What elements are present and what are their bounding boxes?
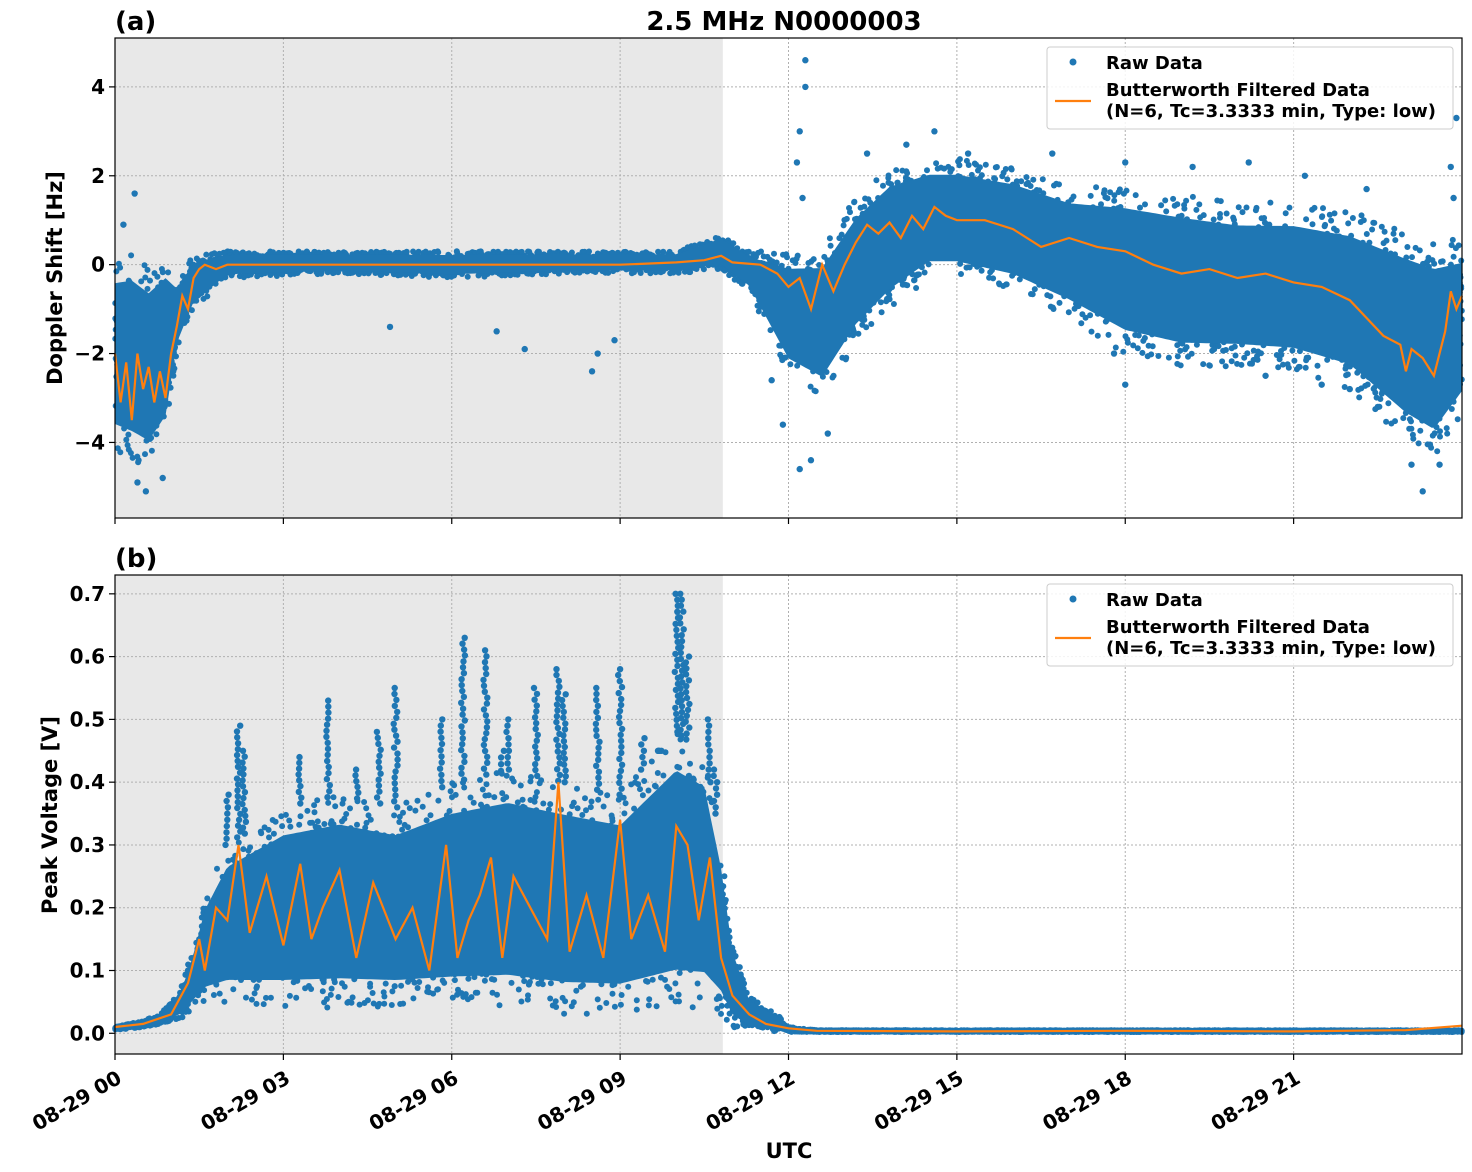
raw-data-point — [812, 388, 819, 395]
raw-data-point — [586, 248, 592, 255]
raw-data-point — [924, 167, 930, 174]
raw-data-point — [700, 266, 707, 273]
raw-data-point — [135, 457, 142, 464]
raw-data-point — [921, 269, 928, 276]
raw-data-point — [915, 271, 922, 278]
raw-data-point — [847, 209, 853, 216]
raw-data-point — [787, 361, 794, 368]
raw-data-point — [880, 182, 886, 189]
raw-data-point — [840, 222, 847, 229]
raw-data-point — [148, 447, 155, 454]
raw-data-point — [159, 269, 166, 276]
raw-data-point — [851, 198, 858, 205]
raw-data-point — [165, 269, 172, 276]
raw-data-point — [826, 235, 833, 242]
raw-data-point — [861, 316, 868, 323]
raw-data-point — [203, 251, 210, 258]
raw-data-point — [144, 266, 151, 273]
raw-data-point — [117, 449, 124, 456]
raw-data-point — [124, 442, 131, 449]
raw-data-point — [843, 354, 850, 361]
raw-data-point — [153, 431, 160, 438]
raw-data-point — [660, 248, 667, 255]
raw-data-point — [170, 372, 177, 379]
raw-data-point — [827, 242, 834, 249]
raw-data-point — [123, 436, 130, 443]
raw-data-point — [125, 431, 132, 438]
raw-data-point — [904, 170, 911, 177]
raw-data-point — [794, 252, 801, 259]
raw-data-point — [435, 249, 442, 256]
raw-data-point — [868, 321, 875, 327]
raw-data-point — [904, 282, 911, 289]
raw-data-point — [948, 166, 955, 173]
raw-data-point — [956, 156, 963, 163]
raw-data-point — [863, 324, 870, 331]
raw-data-point — [464, 273, 471, 280]
raw-data-point — [885, 172, 892, 179]
raw-data-point — [403, 248, 410, 255]
raw-data-point — [142, 274, 149, 281]
raw-data-point — [127, 450, 134, 456]
raw-data-point — [128, 252, 135, 259]
raw-data-point — [637, 270, 644, 276]
raw-data-point — [129, 454, 136, 461]
raw-data-point — [138, 278, 145, 285]
raw-data-point — [933, 160, 940, 167]
raw-data-point — [771, 250, 777, 257]
raw-data-series — [112, 57, 1465, 495]
raw-data-point — [784, 254, 790, 261]
raw-data-point — [187, 257, 194, 264]
raw-data-point — [965, 162, 972, 168]
raw-data-point — [886, 296, 893, 303]
raw-data-point — [890, 301, 897, 307]
raw-data-point — [141, 262, 148, 269]
raw-data-point — [144, 285, 151, 292]
raw-data-point — [958, 271, 964, 277]
raw-data-point — [147, 277, 153, 284]
raw-data-point — [415, 248, 422, 255]
raw-data-point — [830, 372, 837, 379]
raw-data-point — [117, 264, 124, 271]
raw-data-point — [154, 273, 161, 280]
raw-data-point — [873, 177, 880, 184]
raw-data-point — [142, 451, 148, 458]
raw-data-point — [913, 285, 920, 291]
raw-data-point — [893, 167, 900, 174]
raw-data-point — [855, 330, 862, 337]
raw-data-point — [956, 162, 963, 169]
raw-data-point — [204, 293, 211, 300]
raw-data-point — [878, 309, 885, 316]
raw-data-point — [810, 256, 817, 263]
raw-data-point — [843, 215, 850, 222]
